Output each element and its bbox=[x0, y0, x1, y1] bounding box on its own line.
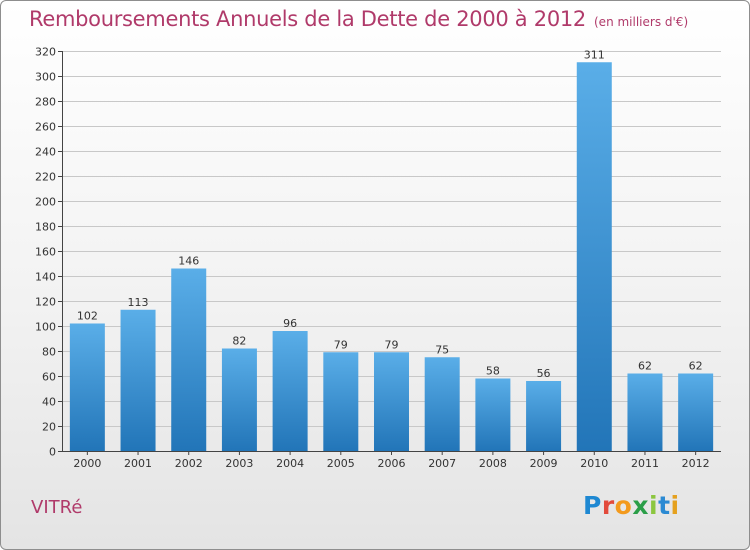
data-label-2002: 146 bbox=[178, 255, 199, 268]
data-label-2001: 113 bbox=[128, 296, 149, 309]
bar-2002 bbox=[171, 268, 207, 451]
data-label-2005: 79 bbox=[334, 338, 348, 351]
y-tick-label: 140 bbox=[35, 271, 56, 284]
x-tick-label: 2009 bbox=[530, 457, 558, 470]
bar-2007 bbox=[424, 357, 460, 451]
x-tick-label: 2012 bbox=[682, 457, 710, 470]
y-tick-label: 20 bbox=[42, 421, 56, 434]
data-label-2010: 311 bbox=[584, 48, 605, 61]
data-label-2007: 75 bbox=[435, 343, 449, 356]
x-tick-label: 2000 bbox=[73, 457, 101, 470]
data-label-2008: 58 bbox=[486, 365, 500, 378]
y-tick-label: 80 bbox=[42, 346, 56, 359]
bar-2012 bbox=[678, 373, 714, 451]
chart-unit-note: (en milliers d'€) bbox=[594, 15, 689, 29]
data-label-2004: 96 bbox=[283, 317, 297, 330]
y-tick-label: 280 bbox=[35, 96, 56, 109]
x-tick-label: 2001 bbox=[124, 457, 152, 470]
chart-title-main: Remboursements Annuels de la Dette de 20… bbox=[29, 7, 586, 31]
x-tick-label: 2011 bbox=[631, 457, 659, 470]
bar-2005 bbox=[323, 352, 359, 451]
bar-2009 bbox=[526, 381, 562, 451]
bars bbox=[69, 62, 714, 451]
y-tick-label: 320 bbox=[35, 46, 56, 59]
axes: 0 20 40 60 80 100 120 140 160 180 200 220 240 260 280 3… bbox=[35, 46, 721, 470]
y-tick-label: 160 bbox=[35, 246, 56, 259]
x-tick-label: 2005 bbox=[327, 457, 355, 470]
y-tick-label: 40 bbox=[42, 396, 56, 409]
chart-title: Remboursements Annuels de la Dette de 20… bbox=[29, 7, 688, 31]
x-tick-label: 2003 bbox=[225, 457, 253, 470]
proxiti-logo: Proxiti bbox=[583, 491, 680, 520]
x-tick-label: 2007 bbox=[428, 457, 456, 470]
y-tick-label: 180 bbox=[35, 221, 56, 234]
bar-2001 bbox=[120, 309, 156, 451]
bar-2004 bbox=[272, 331, 308, 451]
y-tick-label: 220 bbox=[35, 171, 56, 184]
y-tick-label: 60 bbox=[42, 371, 56, 384]
y-tick-label: 120 bbox=[35, 296, 56, 309]
bar-2010 bbox=[576, 62, 612, 451]
y-tick-label: 0 bbox=[49, 446, 56, 459]
x-tick-label: 2002 bbox=[175, 457, 203, 470]
x-tick-label: 2004 bbox=[276, 457, 304, 470]
commune-name: VITRé bbox=[31, 497, 83, 518]
bar-2003 bbox=[221, 348, 257, 451]
data-label-2006: 79 bbox=[385, 338, 399, 351]
data-labels: 102 113 146 82 96 79 79 75 58 56 311 62 62 bbox=[77, 48, 703, 380]
bar-2008 bbox=[475, 378, 511, 451]
data-label-2000: 102 bbox=[77, 310, 98, 323]
y-tick-label: 100 bbox=[35, 321, 56, 334]
data-label-2011: 62 bbox=[638, 360, 652, 373]
x-tick-label: 2010 bbox=[580, 457, 608, 470]
data-label-2012: 62 bbox=[689, 360, 703, 373]
x-tick-label: 2006 bbox=[378, 457, 406, 470]
y-tick-label: 200 bbox=[35, 196, 56, 209]
data-label-2003: 82 bbox=[232, 335, 246, 348]
y-tick-label: 240 bbox=[35, 146, 56, 159]
bar-2011 bbox=[627, 373, 663, 451]
bar-2006 bbox=[374, 352, 409, 451]
data-label-2009: 56 bbox=[537, 367, 551, 380]
bar-2000 bbox=[69, 323, 105, 451]
y-tick-label: 260 bbox=[35, 121, 56, 134]
y-tick-label: 300 bbox=[35, 71, 56, 84]
x-tick-label: 2008 bbox=[479, 457, 507, 470]
